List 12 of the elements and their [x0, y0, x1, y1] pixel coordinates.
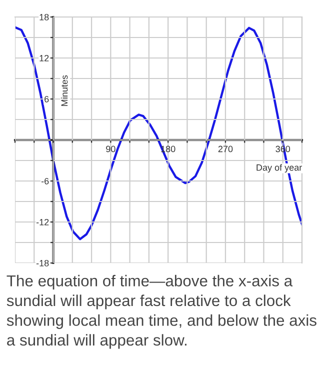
y-tick-label: -12 [36, 218, 49, 226]
line-series [15, 26, 302, 240]
x-tick-label: 270 [218, 146, 233, 152]
y-tick-label: 6 [44, 96, 49, 102]
y-tick-label: 12 [40, 54, 49, 62]
x-axis-title: Day of year [256, 164, 302, 172]
y-tick-label: 18 [40, 14, 49, 20]
y-tick-label: -6 [41, 178, 49, 184]
y-axis-title: Minutes [61, 75, 68, 106]
x-tick-label: 90 [106, 146, 116, 152]
text: The equation of time—above the x-axis a sundial will appear fast relative to a clock showing local mean time, and below the axis a sundial will appear slow. [6, 274, 316, 349]
y-tick-label: -18 [36, 260, 49, 266]
